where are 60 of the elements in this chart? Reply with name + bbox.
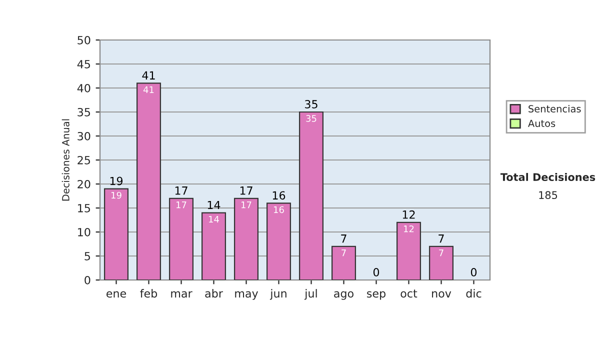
y-tick-label: 45 [77,60,90,68]
y-tick-label: 5 [84,252,90,260]
y-tick-label: 10 [78,228,90,236]
y-tick-label: 20 [78,180,90,188]
total-label: 0 [470,268,477,276]
data-label: 19 [112,192,122,199]
total-label: 41 [142,71,155,80]
legend-label: Sentencias [528,104,581,112]
y-tick-label: 25 [78,156,90,164]
data-label: 12 [404,225,414,232]
y-tick-label: 50 [78,36,90,44]
y-tick-label: 40 [77,84,90,92]
data-label: 35 [306,115,316,122]
y-tick-label: 35 [78,108,90,116]
data-label: 7 [439,250,444,256]
total-label: 12 [402,210,415,219]
x-tick-label: oct [400,290,418,298]
x-tick-label: mar [171,291,192,298]
bar [428,246,454,280]
y-tick-label: 30 [78,132,90,140]
text: 185 [539,191,558,200]
y-tick-label: 15 [78,204,90,212]
bar [234,198,259,280]
text: Total Decisiones [500,172,596,182]
data-label: 17 [242,202,252,208]
bar [331,246,356,280]
bar [136,82,162,280]
total-label: 0 [373,268,380,276]
data-label: 41 [143,86,154,93]
bar [201,212,226,280]
data-label: 7 [342,250,346,256]
total-label: 17 [240,186,252,195]
data-label: 16 [274,206,284,214]
bar [396,222,422,280]
x-tick-label: jul [304,289,317,300]
x-tick-label: sep [367,291,386,300]
bar [266,202,292,280]
data-label: 14 [209,216,219,223]
x-tick-label: ago [334,291,354,300]
x-tick-label: abr [205,289,223,298]
x-tick-label: ene [106,291,126,298]
x-tick-label: jun [270,289,286,300]
total-label: 17 [175,186,188,195]
total-label: 19 [110,176,123,186]
total-label: 7 [438,234,444,243]
total-label: 7 [341,234,346,243]
y-axis-title: Decisiones Anual [62,119,70,201]
total-label: 16 [272,191,286,200]
bar [298,111,324,280]
y-tick-label: 0 [84,276,90,284]
legend-label: Autos [528,120,556,128]
x-tick-label: nov [432,291,452,298]
total-label: 35 [305,100,318,108]
bar [168,198,194,280]
data-label: 17 [176,202,186,208]
x-tick-label: feb [140,289,158,298]
bar [104,188,129,280]
x-tick-label: may [235,291,258,300]
x-tick-label: dic [466,289,482,298]
total-label: 14 [208,200,220,210]
